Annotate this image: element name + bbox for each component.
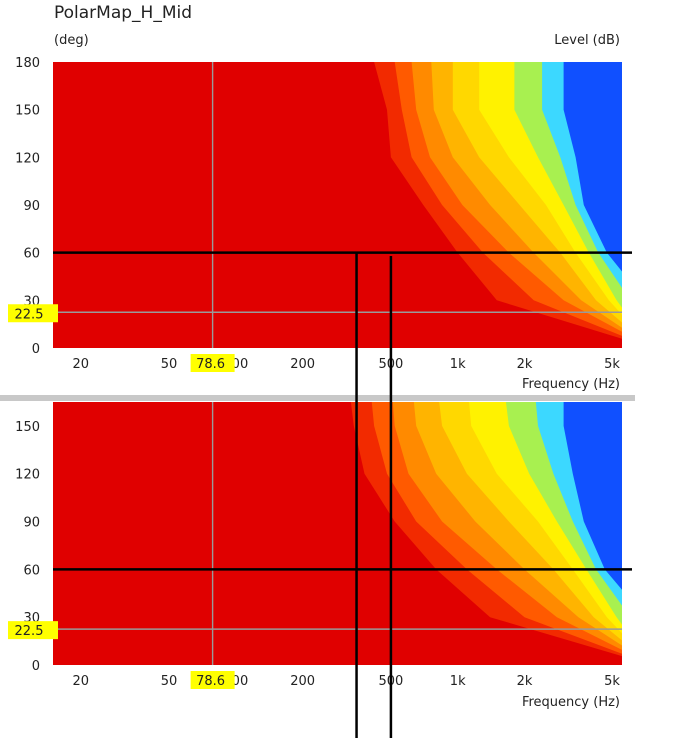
x-tick-label: 2k <box>517 674 533 689</box>
level-unit-label: Level (dB) <box>554 33 620 48</box>
overlay-lines <box>355 252 393 738</box>
x-tick-label: 5k <box>604 674 620 689</box>
y-tick-label: 180 <box>15 56 40 71</box>
polar-map-top: PolarMap_H_Mid(deg) Level (dB)03060901201… <box>8 3 632 392</box>
x-tick-label: 1k <box>450 674 466 689</box>
x-tick-label: 2k <box>517 357 533 372</box>
y-tick-label: 0 <box>32 659 40 674</box>
y-tick-label: 60 <box>23 563 40 578</box>
x-tick-label: 50 <box>161 674 178 689</box>
cursor-x-readout: 78.6 <box>196 357 225 372</box>
y-tick-label: 150 <box>15 420 40 435</box>
cursor-y-readout-box <box>8 621 58 640</box>
x-tick-label: 20 <box>72 357 89 372</box>
x-tick-label: 50 <box>161 357 178 372</box>
y-tick-label: 120 <box>15 151 40 166</box>
cursor-x-readout: 78.6 <box>196 674 225 689</box>
heatmap-band-9 <box>563 62 622 272</box>
x-axis-label: Frequency (Hz) <box>522 695 620 710</box>
y-tick-label: 120 <box>15 468 40 483</box>
y-tick-label: 90 <box>23 199 40 214</box>
cursor-x-readout-box <box>190 671 235 689</box>
y-tick-label: 60 <box>23 247 40 262</box>
polar-map-bottom: 030609012015020501002005001k2k5kFrequenc… <box>8 402 632 710</box>
x-tick-label: 20 <box>72 674 89 689</box>
cursor-x-readout-box <box>190 354 235 372</box>
x-tick-label: 200 <box>290 674 315 689</box>
heatmap-band-9 <box>563 402 622 590</box>
heatmap-plot-area <box>53 402 622 665</box>
y-tick-label: 150 <box>15 104 40 119</box>
chart-title: PolarMap_H_Mid <box>54 3 192 23</box>
x-tick-label: 1k <box>450 357 466 372</box>
x-tick-label: 200 <box>290 357 315 372</box>
y-tick-label: 0 <box>32 342 40 357</box>
cursor-y-readout: 22.5 <box>15 307 44 322</box>
cursor-y-readout: 22.5 <box>15 624 44 639</box>
x-tick-label: 5k <box>604 357 620 372</box>
cursor-y-readout-box <box>8 304 58 323</box>
y-axis-unit-label: (deg) <box>54 33 89 48</box>
panel-separator <box>0 395 635 401</box>
heatmap-plot-area <box>53 62 622 348</box>
x-axis-label: Frequency (Hz) <box>522 377 620 392</box>
y-tick-label: 90 <box>23 516 40 531</box>
